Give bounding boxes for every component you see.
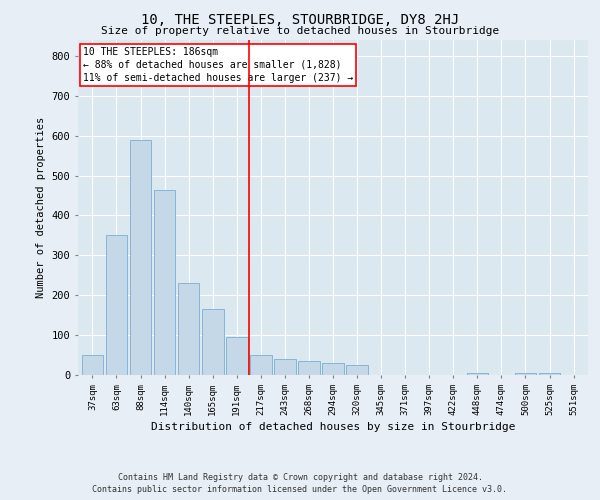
Bar [539, 373, 560, 375]
Text: Size of property relative to detached houses in Stourbridge: Size of property relative to detached ho… [101, 26, 499, 36]
Bar [226, 337, 248, 375]
Bar [82, 355, 103, 375]
Bar [130, 140, 151, 375]
Bar [322, 363, 344, 375]
Bar [298, 361, 320, 375]
Bar [106, 236, 127, 375]
Bar [154, 190, 175, 375]
Bar [346, 365, 368, 375]
Bar [274, 359, 296, 375]
Bar [467, 373, 488, 375]
Bar [515, 373, 536, 375]
Text: Contains HM Land Registry data © Crown copyright and database right 2024.
Contai: Contains HM Land Registry data © Crown c… [92, 472, 508, 494]
Bar [178, 284, 199, 375]
X-axis label: Distribution of detached houses by size in Stourbridge: Distribution of detached houses by size … [151, 422, 515, 432]
Bar [202, 309, 224, 375]
Text: 10 THE STEEPLES: 186sqm
← 88% of detached houses are smaller (1,828)
11% of semi: 10 THE STEEPLES: 186sqm ← 88% of detache… [83, 46, 353, 83]
Text: 10, THE STEEPLES, STOURBRIDGE, DY8 2HJ: 10, THE STEEPLES, STOURBRIDGE, DY8 2HJ [141, 12, 459, 26]
Bar [250, 355, 272, 375]
Y-axis label: Number of detached properties: Number of detached properties [36, 117, 46, 298]
